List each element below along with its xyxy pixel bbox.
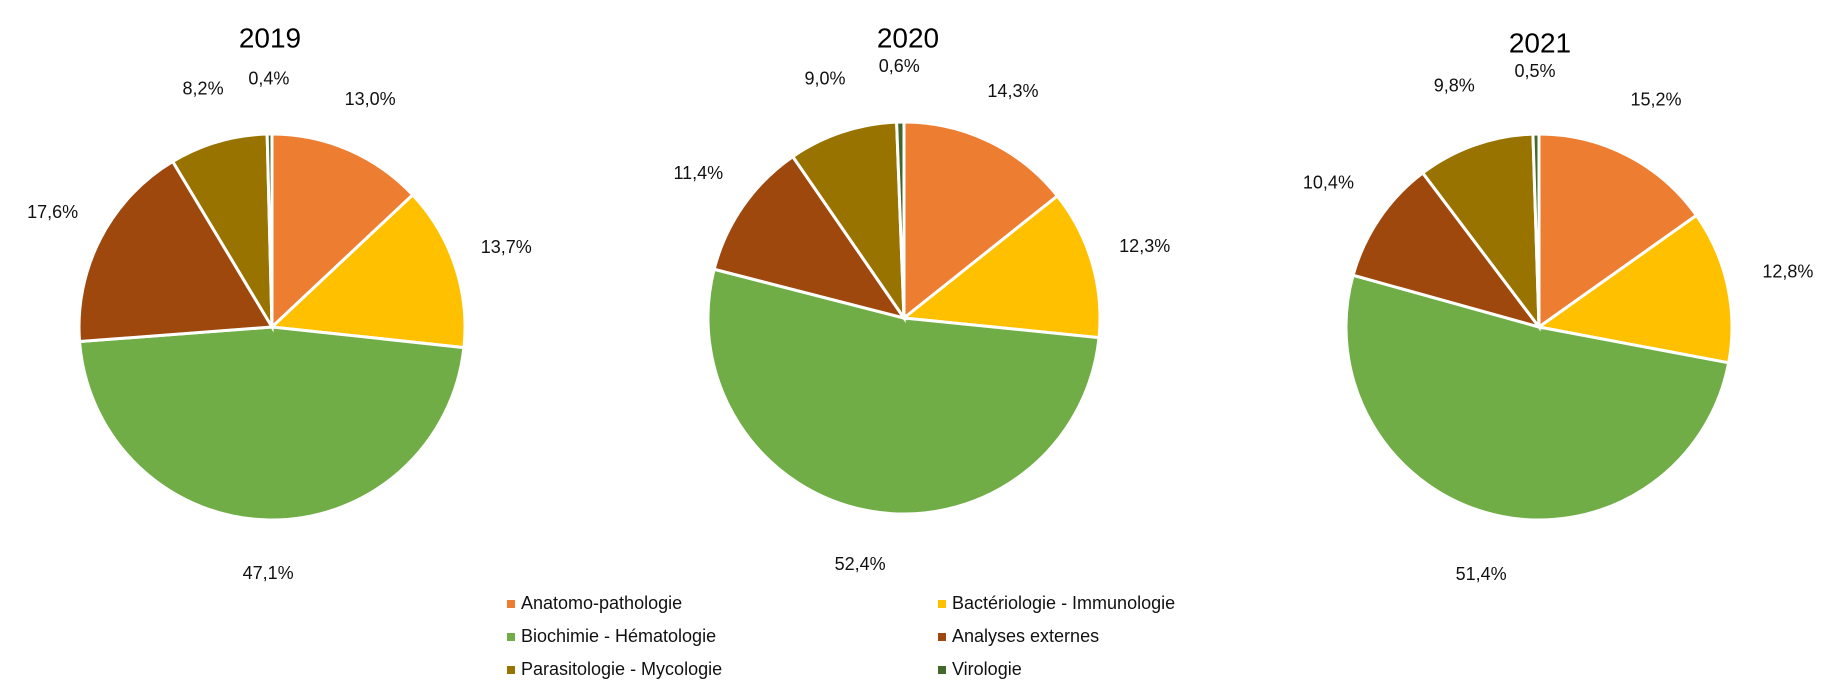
legend-label: Biochimie - Hématologie bbox=[521, 626, 716, 646]
pie-slice bbox=[902, 120, 1060, 322]
pie-chart-2021: 2021 15,2% 12,8% 51,4% 10,4% 9,8% 0,5% bbox=[1303, 27, 1814, 583]
slice-value-label: 9,0% bbox=[804, 69, 845, 89]
pie-slice bbox=[1531, 132, 1541, 328]
legend-label: Bactériologie - Immunologie bbox=[952, 593, 1175, 613]
legend-swatch bbox=[507, 666, 515, 674]
pie-chart-2020: 2020 14,3% 12,3% 52,4% 11,4% 9,0% 0,6% bbox=[673, 22, 1170, 573]
slice-value-label: 52,4% bbox=[835, 554, 886, 574]
slice-value-label: 17,6% bbox=[27, 202, 78, 222]
legend-item: Bactériologie - Immunologie bbox=[938, 593, 1175, 613]
pie-title: 2019 bbox=[239, 22, 301, 53]
legend-item: Virologie bbox=[938, 659, 1022, 679]
slice-value-label: 12,8% bbox=[1762, 261, 1813, 281]
slice-value-label: 0,6% bbox=[879, 56, 920, 76]
pie-chart-2019: 2019 13,0% 13,7% 47,1% 17,6% 8,2% 0,4% bbox=[27, 22, 532, 582]
pie-slice bbox=[270, 132, 415, 331]
pie-slice bbox=[77, 159, 275, 344]
legend-swatch bbox=[938, 633, 946, 641]
legend-swatch bbox=[938, 666, 946, 674]
slice-value-label: 0,5% bbox=[1514, 61, 1555, 81]
pie-slice bbox=[712, 154, 908, 321]
legend-label: Virologie bbox=[952, 659, 1022, 679]
legend-swatch bbox=[507, 633, 515, 641]
pie-slice bbox=[1537, 132, 1699, 330]
pie-title: 2020 bbox=[877, 22, 939, 53]
pie-slice bbox=[900, 193, 1102, 340]
legend-item: Biochimie - Hématologie bbox=[507, 626, 716, 646]
legend-item: Parasitologie - Mycologie bbox=[507, 659, 722, 679]
slice-value-label: 10,4% bbox=[1303, 172, 1354, 192]
pie-slice bbox=[265, 132, 274, 328]
slice-value-label: 0,4% bbox=[248, 69, 289, 89]
pie-slice bbox=[1344, 273, 1731, 522]
pies-layer: 2019 13,0% 13,7% 47,1% 17,6% 8,2% 0,4% 2020 14,3… bbox=[27, 22, 1813, 583]
slice-value-label: 12,3% bbox=[1119, 236, 1170, 256]
slice-value-label: 11,4% bbox=[673, 163, 723, 183]
pie-slice bbox=[1351, 170, 1543, 330]
legend-label: Analyses externes bbox=[952, 626, 1099, 646]
legend-label: Anatomo-pathologie bbox=[521, 593, 682, 613]
pie-slice bbox=[790, 120, 906, 324]
slice-value-label: 9,8% bbox=[1434, 75, 1475, 95]
pie-slice bbox=[895, 120, 906, 319]
legend-label: Parasitologie - Mycologie bbox=[521, 659, 722, 679]
slice-value-label: 13,0% bbox=[345, 89, 396, 109]
legend-swatch bbox=[507, 600, 515, 608]
slice-value-label: 47,1% bbox=[243, 563, 294, 583]
pie-slice bbox=[1420, 132, 1541, 332]
slice-value-label: 14,3% bbox=[987, 81, 1038, 101]
pie-slice bbox=[170, 132, 274, 333]
legend-swatch bbox=[938, 600, 946, 608]
slice-value-label: 15,2% bbox=[1630, 89, 1681, 109]
pie-slice bbox=[1535, 213, 1734, 365]
slice-value-label: 13,7% bbox=[481, 237, 532, 257]
pie-slice bbox=[268, 192, 467, 350]
pie-title: 2021 bbox=[1509, 27, 1571, 58]
legend: Anatomo-pathologie Bactériologie - Immuno… bbox=[507, 593, 1175, 679]
pie-slice bbox=[706, 267, 1101, 516]
legend-item: Anatomo-pathologie bbox=[507, 593, 682, 613]
pie-slice bbox=[77, 325, 466, 522]
slice-value-label: 8,2% bbox=[183, 79, 224, 99]
slice-value-label: 51,4% bbox=[1456, 564, 1507, 584]
legend-item: Analyses externes bbox=[938, 626, 1099, 646]
